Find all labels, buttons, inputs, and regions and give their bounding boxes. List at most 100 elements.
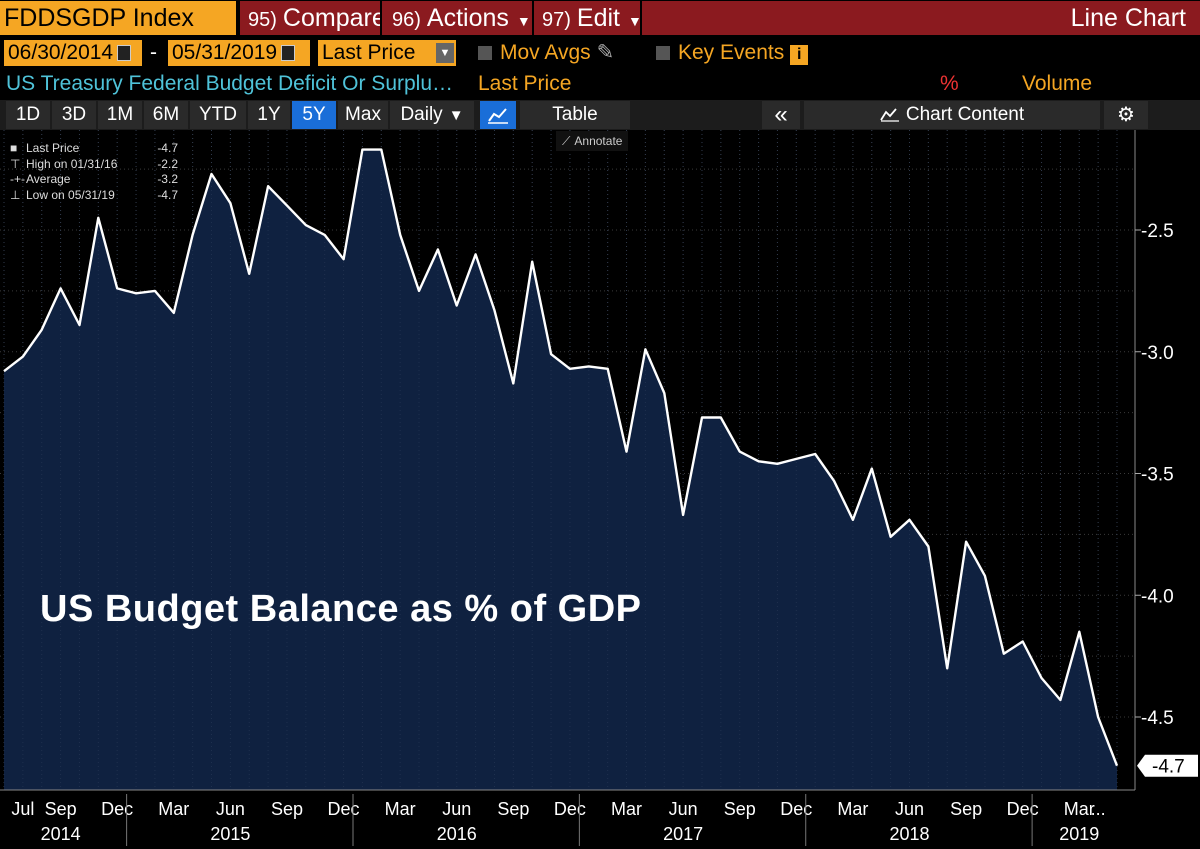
y-tick-label: -4.5 — [1141, 708, 1174, 729]
x-month-label: Dec — [101, 799, 133, 819]
x-month-label: Sep — [724, 799, 756, 819]
last-value-tag — [1137, 754, 1198, 777]
period-button-3d[interactable]: 3D — [52, 101, 96, 129]
period-button-ytd[interactable]: YTD — [190, 101, 246, 129]
average-marker-icon: -+- — [10, 172, 25, 186]
x-month-label: Sep — [271, 799, 303, 819]
chevron-down-icon: ▼ — [628, 13, 640, 29]
edit-label: Edit — [576, 4, 620, 32]
actions-menu[interactable]: 96) Actions ▼ — [382, 1, 532, 35]
x-month-label: Sep — [950, 799, 982, 819]
y-tick-label: -4.0 — [1141, 586, 1174, 607]
field-select[interactable]: Last Price ▼ — [318, 40, 456, 66]
chart-content-label: Chart Content — [905, 104, 1025, 125]
mov-avgs-checkbox[interactable] — [478, 46, 492, 61]
annotate-label: Annotate — [574, 134, 623, 148]
key-events-toggle[interactable]: Key Events i — [656, 40, 816, 66]
legend-value: -4.7 — [157, 187, 178, 202]
period-button-1y[interactable]: 1Y — [248, 101, 290, 129]
frequency-label: Daily — [400, 104, 443, 125]
y-tick-label: -3.5 — [1141, 465, 1174, 486]
x-year-label: 2016 — [437, 824, 477, 844]
period-button-1d[interactable]: 1D — [6, 101, 50, 129]
legend-label: Average — [26, 172, 71, 186]
date-separator: - — [150, 41, 157, 64]
x-month-label: Jul — [11, 799, 34, 819]
mov-avgs-label: Mov Avgs — [500, 41, 591, 64]
start-date-value: 06/30/2014 — [8, 41, 114, 64]
calendar-icon[interactable] — [281, 45, 296, 62]
legend-label: Low on 05/31/19 — [26, 187, 115, 202]
key-events-checkbox[interactable] — [656, 46, 670, 61]
settings-gear-icon[interactable]: ⚙ — [1104, 101, 1148, 129]
pencil-icon[interactable]: ✎ — [596, 41, 615, 64]
key-events-label: Key Events — [678, 41, 785, 64]
actions-number: 96) — [392, 9, 421, 31]
x-month-label: Jun — [669, 799, 698, 819]
high-marker-icon: ⊤ — [10, 156, 21, 171]
x-month-label: Jun — [216, 799, 245, 819]
period-button-6m[interactable]: 6M — [144, 101, 188, 129]
period-button-5y[interactable]: 5Y — [292, 101, 336, 129]
legend-row-high: ⊤ High on 01/31/16 -2.2 — [10, 157, 178, 173]
x-month-label: Dec — [554, 799, 586, 819]
chevron-down-icon[interactable]: ▼ — [436, 43, 454, 63]
x-month-label: Mar — [1064, 799, 1095, 819]
period-button-max[interactable]: Max — [338, 101, 388, 129]
x-month-label: Dec — [780, 799, 812, 819]
y-tick-label: -2.5 — [1141, 221, 1174, 242]
annotate-button[interactable]: ⟋ Annotate — [556, 131, 629, 151]
chart-overlay-title: US Budget Balance as % of GDP — [40, 588, 642, 630]
legend-label: High on 01/31/16 — [26, 156, 118, 171]
legend-row-average: -+-Average -3.2 — [10, 172, 178, 188]
collapse-button[interactable]: « — [762, 101, 800, 129]
x-month-label: Mar — [611, 799, 642, 819]
line-chart-icon — [488, 108, 508, 124]
legend-value: -4.7 — [157, 141, 178, 155]
line-chart-view-button[interactable] — [480, 101, 516, 129]
x-year-label: 2017 — [663, 824, 703, 844]
x-year-label: 2014 — [41, 824, 81, 844]
y-tick-label: -3.0 — [1141, 343, 1174, 364]
end-date-value: 05/31/2019 — [172, 41, 278, 64]
legend-label: Last Price — [26, 141, 80, 155]
chart-content-icon — [880, 108, 899, 122]
square-icon: ■ — [10, 141, 18, 155]
chart-content-button[interactable]: Chart Content — [804, 101, 1100, 129]
x-month-label: Jun — [442, 799, 471, 819]
field-select-value: Last Price — [322, 41, 416, 64]
end-date-input[interactable]: 05/31/2019 — [168, 40, 310, 66]
x-month-label: Dec — [328, 799, 360, 819]
legend-row-low: ⊥ Low on 05/31/19 -4.7 — [10, 188, 178, 204]
x-month-label: Sep — [497, 799, 529, 819]
percent-label: % — [940, 72, 959, 95]
last-value-label: -4.7 — [1152, 757, 1185, 778]
chevron-down-icon: ▼ — [448, 107, 464, 124]
compare-button[interactable]: 95) Compare — [240, 1, 380, 35]
start-date-input[interactable]: 06/30/2014 — [4, 40, 142, 66]
table-label: Table — [552, 104, 598, 125]
x-month-label: Sep — [45, 799, 77, 819]
frequency-select[interactable]: Daily ▼ — [390, 101, 474, 129]
calendar-icon[interactable] — [117, 45, 132, 62]
security-name: US Treasury Federal Budget Deficit Or Su… — [6, 72, 454, 95]
actions-label: Actions — [426, 4, 509, 32]
compare-label: Compare — [282, 4, 380, 32]
info-icon[interactable]: i — [790, 45, 809, 65]
x-month-label: Jun — [895, 799, 924, 819]
ticker-field[interactable]: FDDSGDP Index — [0, 1, 236, 35]
table-view-button[interactable]: Table — [520, 101, 630, 129]
mov-avgs-toggle[interactable]: Mov Avgs ✎ — [478, 40, 628, 66]
edit-menu[interactable]: 97) Edit ▼ — [534, 1, 640, 35]
chart-area: -2.5 -3.0 -3.5 -4.0 -4.5 -4.7 Jul Sep Dec Mar Jun S… — [0, 130, 1200, 849]
pencil-icon: ⟋ — [562, 134, 571, 148]
series-line — [3, 148, 1119, 767]
ticker-label: FDDSGDP Index — [4, 4, 194, 32]
x-year-label: 2019 — [1059, 824, 1099, 844]
series-area — [4, 149, 1117, 791]
legend-value: -3.2 — [157, 172, 178, 186]
x-year-label: 2018 — [889, 824, 929, 844]
period-button-1m[interactable]: 1M — [98, 101, 142, 129]
chart-type-label: Line Chart — [1070, 4, 1186, 32]
x-year-label: 2015 — [210, 824, 250, 844]
